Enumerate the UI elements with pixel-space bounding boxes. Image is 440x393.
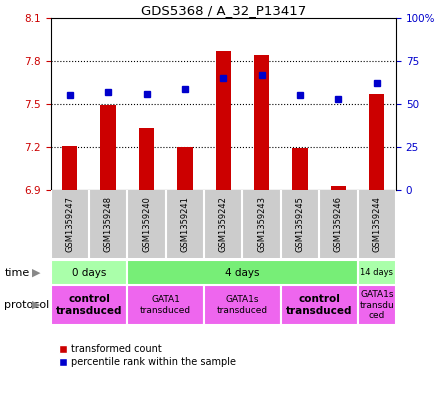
Legend: transformed count, percentile rank within the sample: transformed count, percentile rank withi… <box>55 340 240 371</box>
Bar <box>62 145 77 190</box>
Text: GSM1359241: GSM1359241 <box>180 196 190 252</box>
Text: control
transduced: control transduced <box>56 294 122 316</box>
Bar <box>369 94 385 190</box>
Text: GSM1359248: GSM1359248 <box>104 196 113 252</box>
Bar <box>331 186 346 190</box>
Bar <box>216 51 231 190</box>
Text: GSM1359244: GSM1359244 <box>372 196 381 252</box>
Text: GSM1359243: GSM1359243 <box>257 196 266 252</box>
Text: time: time <box>4 268 29 277</box>
Text: control
transduced: control transduced <box>286 294 352 316</box>
Bar <box>51 285 127 325</box>
Bar <box>204 285 281 325</box>
Text: GSM1359246: GSM1359246 <box>334 196 343 252</box>
Bar <box>281 285 358 325</box>
Text: GSM1359242: GSM1359242 <box>219 196 228 252</box>
Text: GSM1359247: GSM1359247 <box>65 196 74 252</box>
Text: GATA1s
transdu
ced: GATA1s transdu ced <box>359 290 394 320</box>
Bar <box>51 260 127 285</box>
Title: GDS5368 / A_32_P13417: GDS5368 / A_32_P13417 <box>141 4 306 17</box>
Bar <box>358 260 396 285</box>
Text: 4 days: 4 days <box>225 268 260 277</box>
Text: ▶: ▶ <box>32 268 40 277</box>
Bar <box>100 105 116 190</box>
Text: GSM1359245: GSM1359245 <box>296 196 304 252</box>
Bar <box>292 149 308 190</box>
Text: 0 days: 0 days <box>72 268 106 277</box>
Text: protocol: protocol <box>4 300 50 310</box>
Bar <box>139 129 154 190</box>
Text: GSM1359240: GSM1359240 <box>142 196 151 252</box>
Text: ▶: ▶ <box>32 300 40 310</box>
Bar <box>254 55 269 190</box>
Bar <box>177 147 193 190</box>
Text: GATA1s
transduced: GATA1s transduced <box>217 295 268 315</box>
Bar <box>127 260 358 285</box>
Bar <box>127 285 204 325</box>
Text: 14 days: 14 days <box>360 268 393 277</box>
Text: GATA1
transduced: GATA1 transduced <box>140 295 191 315</box>
Bar <box>358 285 396 325</box>
